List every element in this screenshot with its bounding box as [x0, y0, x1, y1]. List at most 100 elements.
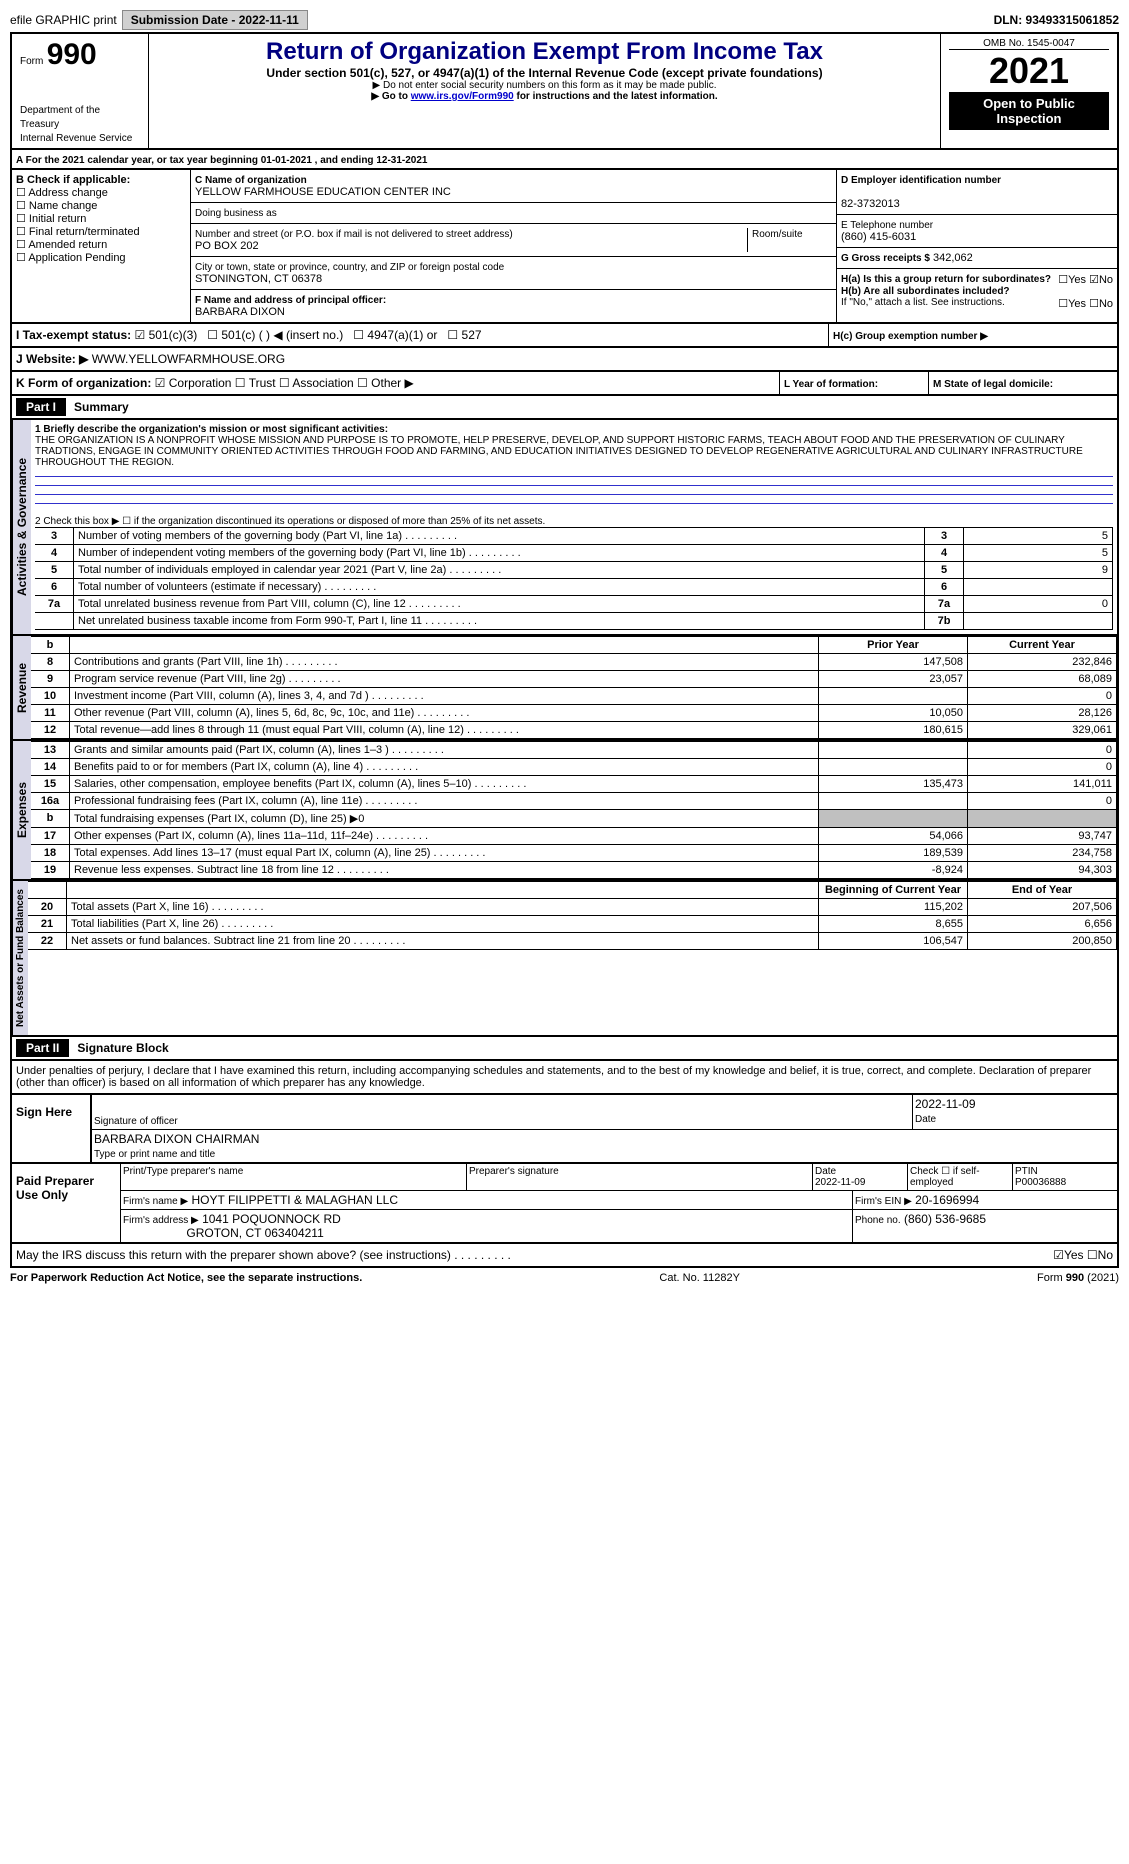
discuss-yes: Yes — [1064, 1248, 1084, 1262]
paid-label: Paid Preparer Use Only — [12, 1164, 120, 1242]
table-row: 15 Salaries, other compensation, employe… — [31, 776, 1117, 793]
street-val: PO BOX 202 — [195, 240, 259, 252]
subtitle1: Under section 501(c), 527, or 4947(a)(1)… — [157, 66, 932, 80]
4947: 4947(a)(1) or — [367, 328, 437, 342]
table-row: 13 Grants and similar amounts paid (Part… — [31, 742, 1117, 759]
ha-label: H(a) Is this a group return for subordin… — [841, 274, 1051, 285]
part2-label: Part II — [16, 1039, 69, 1057]
website-row: J Website: ▶ WWW.YELLOWFARMHOUSE.ORG — [10, 348, 1119, 372]
k-other: Other ▶ — [371, 376, 414, 390]
opt-final: Final return/terminated — [29, 226, 140, 238]
subtitle3: ▶ Go to www.irs.gov/Form990 for instruct… — [157, 91, 932, 102]
table-header-row: b Prior Year Current Year — [31, 637, 1117, 654]
table-row: 4 Number of independent voting members o… — [35, 545, 1113, 562]
k-label: K Form of organization: — [16, 376, 151, 390]
phone-val: (860) 415-6031 — [841, 231, 916, 243]
irs-link[interactable]: www.irs.gov/Form990 — [411, 91, 514, 102]
no1: No — [1099, 274, 1113, 286]
k-assoc: Association — [292, 376, 353, 390]
org-form-row: K Form of organization: ☑ Corporation ☐ … — [10, 372, 1119, 396]
no2: No — [1099, 298, 1113, 310]
revenue-section: Revenue b Prior Year Current Year8 Contr… — [10, 636, 1119, 741]
website-val: WWW.YELLOWFARMHOUSE.ORG — [92, 352, 285, 366]
submission-btn[interactable]: Submission Date - 2022-11-11 — [122, 10, 308, 30]
k-corp: Corporation — [169, 376, 232, 390]
m-label: M State of legal domicile: — [933, 379, 1053, 390]
table-row: 18 Total expenses. Add lines 13–17 (must… — [31, 845, 1117, 862]
hc-label: H(c) Group exemption number ▶ — [833, 331, 988, 342]
check-self: Check ☐ if self-employed — [908, 1164, 1013, 1190]
table-row: 20 Total assets (Part X, line 16) 115,20… — [28, 899, 1117, 916]
table-row: b Total fundraising expenses (Part IX, c… — [31, 810, 1117, 828]
d-label: D Employer identification number — [841, 175, 1001, 186]
firm-ein: 20-1696994 — [915, 1193, 979, 1207]
c-label: C Name of organization — [195, 175, 307, 186]
table-row: 11 Other revenue (Part VIII, column (A),… — [31, 705, 1117, 722]
i-label: I Tax-exempt status: — [16, 328, 131, 342]
527: 527 — [462, 328, 482, 342]
governance-table: 3 Number of voting members of the govern… — [35, 527, 1113, 630]
sign-here-label: Sign Here — [12, 1095, 90, 1162]
org-name: YELLOW FARMHOUSE EDUCATION CENTER INC — [195, 186, 451, 198]
ptin-label: PTIN — [1015, 1166, 1038, 1177]
line1-label: 1 Briefly describe the organization's mi… — [35, 424, 1113, 435]
dept-label: Department of the Treasury — [20, 105, 100, 130]
main-title: Return of Organization Exempt From Incom… — [157, 38, 932, 66]
form-prefix: Form — [20, 56, 43, 67]
prep-name-label: Print/Type preparer's name — [121, 1164, 467, 1190]
table-row: 16a Professional fundraising fees (Part … — [31, 793, 1117, 810]
gross-val: 342,062 — [933, 252, 973, 264]
table-row: 5 Total number of individuals employed i… — [35, 562, 1113, 579]
efile-header: efile GRAPHIC print Submission Date - 20… — [10, 10, 1119, 30]
dln-text: DLN: 93493315061852 — [994, 13, 1119, 27]
table-row: 3 Number of voting members of the govern… — [35, 528, 1113, 545]
activities-section: Activities & Governance 1 Briefly descri… — [10, 420, 1119, 636]
type-name-label: Type or print name and title — [94, 1149, 215, 1160]
expenses-table: 13 Grants and similar amounts paid (Part… — [31, 741, 1117, 879]
hb-label: H(b) Are all subordinates included? — [841, 286, 1010, 297]
side-expenses: Expenses — [12, 741, 31, 879]
table-row: 7a Total unrelated business revenue from… — [35, 596, 1113, 613]
discuss-text: May the IRS discuss this return with the… — [16, 1248, 1053, 1262]
expenses-section: Expenses 13 Grants and similar amounts p… — [10, 741, 1119, 881]
footer-990: 990 — [1066, 1272, 1084, 1284]
table-row: 22 Net assets or fund balances. Subtract… — [28, 933, 1117, 950]
e-label: E Telephone number — [841, 220, 933, 231]
city-val: STONINGTON, CT 06378 — [195, 273, 322, 285]
sig-date: 2022-11-09 — [915, 1097, 976, 1111]
side-revenue: Revenue — [12, 636, 31, 739]
pra-notice: For Paperwork Reduction Act Notice, see … — [10, 1272, 362, 1284]
table-row: 17 Other expenses (Part IX, column (A), … — [31, 828, 1117, 845]
firm-phone-label: Phone no. — [855, 1215, 901, 1226]
dba-label: Doing business as — [195, 208, 277, 219]
prep-date: 2022-11-09 — [815, 1177, 865, 1188]
net-section: Net Assets or Fund Balances Beginning of… — [10, 881, 1119, 1037]
page-footer: For Paperwork Reduction Act Notice, see … — [10, 1268, 1119, 1284]
tax-year: 2021 — [949, 50, 1109, 92]
part1-label: Part I — [16, 398, 66, 416]
sign-here-block: Sign Here Signature of officer 2022-11-0… — [10, 1095, 1119, 1164]
mission-text: THE ORGANIZATION IS A NONPROFIT WHOSE MI… — [35, 435, 1113, 468]
part2-title: Signature Block — [77, 1041, 168, 1055]
ptin-val: P00036888 — [1015, 1177, 1066, 1188]
table-row: 6 Total number of volunteers (estimate i… — [35, 579, 1113, 596]
part1-header: Part I Summary — [10, 396, 1119, 420]
prep-sig-label: Preparer's signature — [467, 1164, 813, 1190]
j-label: J Website: ▶ — [16, 352, 88, 366]
officer-name: BARBARA DIXON — [195, 306, 285, 318]
side-activities: Activities & Governance — [12, 420, 31, 634]
l-label: L Year of formation: — [784, 379, 878, 390]
perjury-text: Under penalties of perjury, I declare th… — [10, 1061, 1119, 1095]
city-label: City or town, state or province, country… — [195, 262, 504, 273]
sig-officer-label: Signature of officer — [94, 1116, 178, 1127]
prep-date-label: Date — [815, 1166, 836, 1177]
firm-phone: (860) 536-9685 — [904, 1212, 986, 1226]
opt-addr: Address change — [28, 187, 108, 199]
firm-addr1: 1041 POQUONNOCK RD — [202, 1212, 341, 1226]
opt-name: Name change — [29, 200, 98, 212]
irs-label: Internal Revenue Service — [20, 133, 132, 144]
year-range: A For the 2021 calendar year, or tax yea… — [16, 155, 427, 166]
opt-init: Initial return — [29, 213, 86, 225]
subtitle2: ▶ Do not enter social security numbers o… — [157, 80, 932, 91]
header-info-grid: B Check if applicable: ☐ Address change … — [10, 170, 1119, 324]
